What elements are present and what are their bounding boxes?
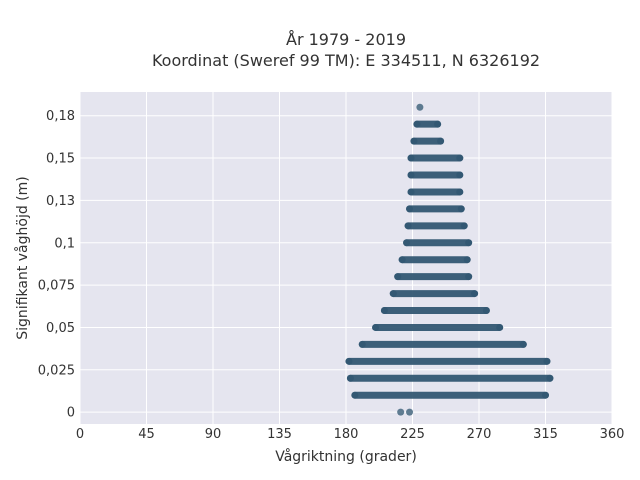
data-point — [410, 137, 418, 145]
y-tick-label: 0,1 — [54, 236, 75, 251]
y-tick-label: 0,18 — [46, 109, 75, 124]
data-point — [345, 357, 353, 365]
data-point — [546, 374, 554, 382]
data-point — [346, 374, 354, 382]
data-point — [351, 391, 359, 399]
data-point — [482, 307, 490, 315]
x-tick-label: 90 — [205, 427, 222, 442]
data-point — [413, 120, 421, 128]
x-axis-title: Vågriktning (grader) — [275, 448, 417, 465]
y-tick-label: 0,13 — [46, 194, 75, 209]
data-point — [456, 154, 464, 162]
data-point — [380, 307, 388, 315]
chart-title-line-2: Koordinat (Sweref 99 TM): E 334511, N 63… — [152, 51, 540, 70]
y-ticks: 0 0,025 0,05 0,075 0,1 0,13 0,15 0,18 — [38, 109, 75, 420]
x-tick-label: 0 — [76, 427, 84, 442]
x-tick-label: 135 — [267, 427, 292, 442]
data-point — [397, 408, 405, 416]
grid — [79, 92, 613, 424]
data-point — [407, 154, 415, 162]
data-point — [471, 290, 479, 298]
x-ticks: 0 45 90 135 180 225 270 315 360 — [76, 427, 625, 442]
data-point — [406, 408, 414, 416]
data-point — [416, 103, 424, 111]
data-point — [398, 256, 406, 264]
data-point — [372, 323, 380, 331]
data-points — [345, 103, 554, 416]
data-point — [434, 120, 442, 128]
data-point — [437, 137, 445, 145]
data-point — [496, 323, 504, 331]
data-point — [457, 205, 465, 213]
y-tick-label: 0,075 — [38, 279, 75, 294]
x-tick-label: 360 — [600, 427, 625, 442]
data-point — [542, 391, 549, 399]
data-point — [519, 340, 527, 348]
data-point — [394, 273, 402, 281]
data-point — [358, 340, 366, 348]
y-tick-label: 0 — [67, 406, 75, 421]
data-point — [456, 171, 464, 179]
chart-title-line-1: År 1979 - 2019 — [286, 30, 406, 49]
data-point — [407, 188, 415, 196]
x-tick-label: 225 — [400, 427, 425, 442]
data-point — [460, 222, 468, 230]
data-point — [465, 239, 473, 247]
y-axis-title: Signifikant våghöjd (m) — [14, 176, 31, 339]
x-tick-label: 180 — [334, 427, 359, 442]
data-point — [389, 290, 397, 298]
data-point — [543, 357, 551, 365]
x-tick-label: 45 — [138, 427, 155, 442]
data-point — [403, 239, 411, 247]
x-tick-label: 315 — [533, 427, 558, 442]
data-point — [465, 273, 473, 281]
data-point — [456, 188, 464, 196]
data-point — [406, 205, 414, 213]
data-point — [463, 256, 471, 264]
y-tick-label: 0,15 — [46, 152, 75, 167]
x-tick-label: 270 — [467, 427, 492, 442]
y-tick-label: 0,05 — [46, 321, 75, 336]
y-tick-label: 0,025 — [38, 363, 75, 378]
data-point — [407, 171, 415, 179]
data-point — [404, 222, 412, 230]
